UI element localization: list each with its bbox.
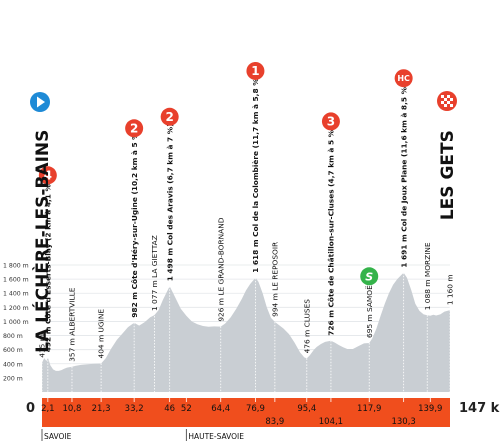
total-distance-label: 147 km xyxy=(459,401,500,416)
climb-category-2-text: 2 xyxy=(165,110,173,124)
tick-label-800: 800 m xyxy=(3,333,23,340)
department-labels: SAVOIE HAUTE-SAVOIE xyxy=(41,429,244,441)
finish-check-cell-icon xyxy=(444,98,447,101)
finish-check-cell-icon xyxy=(441,101,444,104)
point-guides xyxy=(41,269,451,397)
climb-category-2-icon xyxy=(125,119,144,138)
altitude-tick-labels: 200 m 400 m 600 m 800 m 1 000 m 1 200 m 1 400 … xyxy=(3,263,29,383)
finish-town-label: LES GETS xyxy=(438,130,458,220)
point-label-10: 476 m CLUSES xyxy=(302,299,311,354)
point-label-11: 726 m Côte de Châtillon-sur-Cluses (4,7 … xyxy=(327,127,336,336)
km-label-12: 130,3 xyxy=(391,417,415,427)
distance-start-label: 0 xyxy=(26,401,35,416)
climb-category-4-icon xyxy=(38,166,57,185)
climb-category-3-text: 3 xyxy=(327,115,335,129)
km-label-0: 2,1 xyxy=(41,404,55,414)
tick-label-1600: 1 600 m xyxy=(3,277,29,284)
point-label-4: 982 m Côte d'Héry-sur-Ugine (10,2 km à 5… xyxy=(130,129,139,318)
elevation-profile-area xyxy=(42,272,450,392)
sprint-icon-text: S xyxy=(365,270,373,283)
department-label-1: HAUTE-SAVOIE xyxy=(188,432,244,441)
climb-category-3-icon xyxy=(321,112,340,131)
finish-check-cell-icon xyxy=(450,98,453,101)
tick-label-1400: 1 400 m xyxy=(3,291,29,298)
km-label-7: 76,9 xyxy=(246,404,265,414)
tick-label-600: 600 m xyxy=(3,347,23,354)
tick-label-400: 400 m xyxy=(3,361,23,368)
climb-icons: 4 2 2 1 3 HC S xyxy=(30,61,457,286)
tick-label-1800: 1 800 m xyxy=(3,263,29,270)
start-play-triangle-icon xyxy=(37,96,45,108)
point-label-14: 1 088 m MORZINE xyxy=(423,242,432,310)
point-label-3: 404 m UGINE xyxy=(97,309,106,359)
start-town-label: LA LÉCHÈRE-LES-BAINS xyxy=(31,130,53,353)
climb-category-2-text: 2 xyxy=(130,122,138,136)
km-labels: 2,1 10,8 21,3 33,2 46 52 64,4 76,983,9 95,4104,1… xyxy=(41,398,442,427)
km-label-13: 139,9 xyxy=(418,404,442,414)
point-label-2: 357 m ALBERTVILLE xyxy=(68,287,77,361)
km-label-11: 117,9 xyxy=(357,404,381,414)
point-label-0: 415 m xyxy=(38,334,47,358)
finish-check-cell-icon xyxy=(450,104,453,107)
km-label-8: 83,9 xyxy=(265,417,284,427)
point-label-1: 492 m Côte d'Esserts-Blay (2 km à 4,1 %) xyxy=(43,181,52,353)
km-label-6: 64,4 xyxy=(211,404,230,414)
distance-bar xyxy=(42,398,450,427)
point-label-13: 1 691 m Col de Joux Plane (11,6 km à 8,5… xyxy=(399,84,408,268)
climb-category-2-icon xyxy=(160,107,179,126)
department-label-0: SAVOIE xyxy=(44,432,72,441)
km-label-4: 46 xyxy=(164,404,175,414)
tick-label-1200: 1 200 m xyxy=(3,305,29,312)
climb-category-1-text: 1 xyxy=(251,64,259,78)
finish-check-cell-icon xyxy=(441,95,444,98)
climb-category-HC-text: HC xyxy=(397,74,410,83)
tick-label-200: 200 m xyxy=(3,375,23,382)
point-label-9: 994 m LE REPOSOIR xyxy=(270,242,279,317)
point-label-12: 695 m SAMOËNS xyxy=(365,275,374,338)
finish-check-cell-icon xyxy=(444,104,447,107)
climb-category-4-text: 4 xyxy=(44,169,52,183)
point-label-8: 1 618 m Col de la Colombière (11,7 km à … xyxy=(251,75,260,273)
km-label-1: 10,8 xyxy=(63,404,82,414)
tick-label-1000: 1 000 m xyxy=(3,319,29,326)
climb-category-1-icon xyxy=(246,61,265,80)
km-label-5: 52 xyxy=(181,404,192,414)
finish-check-cell-icon xyxy=(447,95,450,98)
climb-category-HC-icon xyxy=(394,69,413,88)
point-label-7: 926 m LE GRAND-BORNAND xyxy=(216,217,225,321)
finish-check-cell-icon xyxy=(447,101,450,104)
km-label-10: 104,1 xyxy=(319,417,343,427)
km-label-9: 95,4 xyxy=(297,404,316,414)
point-label-15: 1 160 m xyxy=(446,274,455,305)
km-label-3: 33,2 xyxy=(125,404,144,414)
point-label-6: 1 498 m Col des Aravis (6,7 km à 7 %) xyxy=(165,123,174,281)
point-label-5: 1 077 m LA GIETTAZ xyxy=(150,235,159,311)
km-label-2: 21,3 xyxy=(92,404,111,414)
sprint-icon xyxy=(360,267,379,286)
